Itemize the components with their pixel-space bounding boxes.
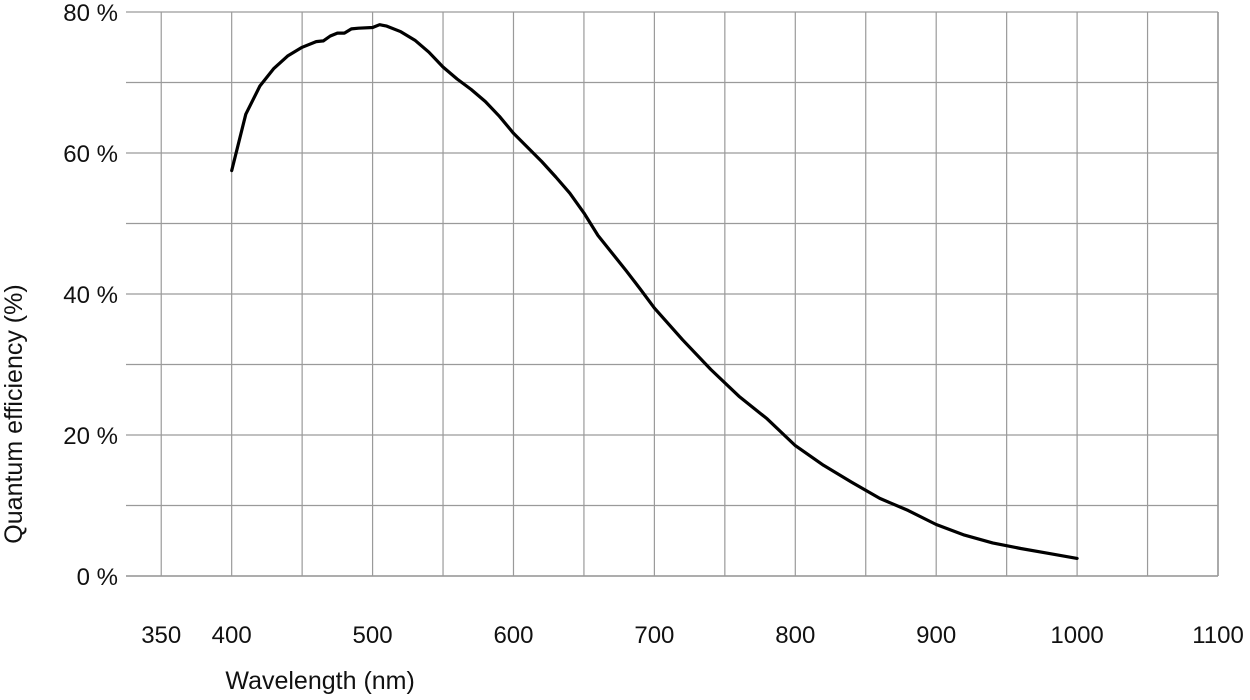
x-tick-labels: 350 400 500 600 700 800 900 1000 1100: [141, 622, 1244, 649]
y-tick-label: 20 %: [63, 423, 118, 450]
x-axis-title: Wavelength (nm): [225, 667, 414, 695]
x-tick-label: 1000: [1050, 622, 1103, 649]
y-axis-title: Quantum efficiency (%): [0, 284, 28, 543]
x-tick-label: 600: [493, 622, 533, 649]
grid: [126, 11, 1219, 577]
axes: [126, 12, 1219, 577]
y-tick-label: 80 %: [63, 0, 118, 27]
y-tick-labels: 0 % 20 % 40 % 60 % 80 %: [63, 0, 118, 591]
x-tick-label: 700: [634, 622, 674, 649]
x-tick-label: 350: [141, 622, 181, 649]
x-tick-label: 1100: [1192, 622, 1244, 649]
x-tick-label: 800: [775, 622, 815, 649]
x-tick-label: 500: [353, 622, 393, 649]
quantum-efficiency-series-line: [230, 23, 1079, 560]
y-tick-label: 0 %: [77, 564, 118, 591]
y-tick-label: 60 %: [63, 141, 118, 168]
y-tick-label: 40 %: [63, 282, 118, 309]
x-tick-label: 900: [916, 622, 956, 649]
x-tick-label: 400: [212, 622, 252, 649]
